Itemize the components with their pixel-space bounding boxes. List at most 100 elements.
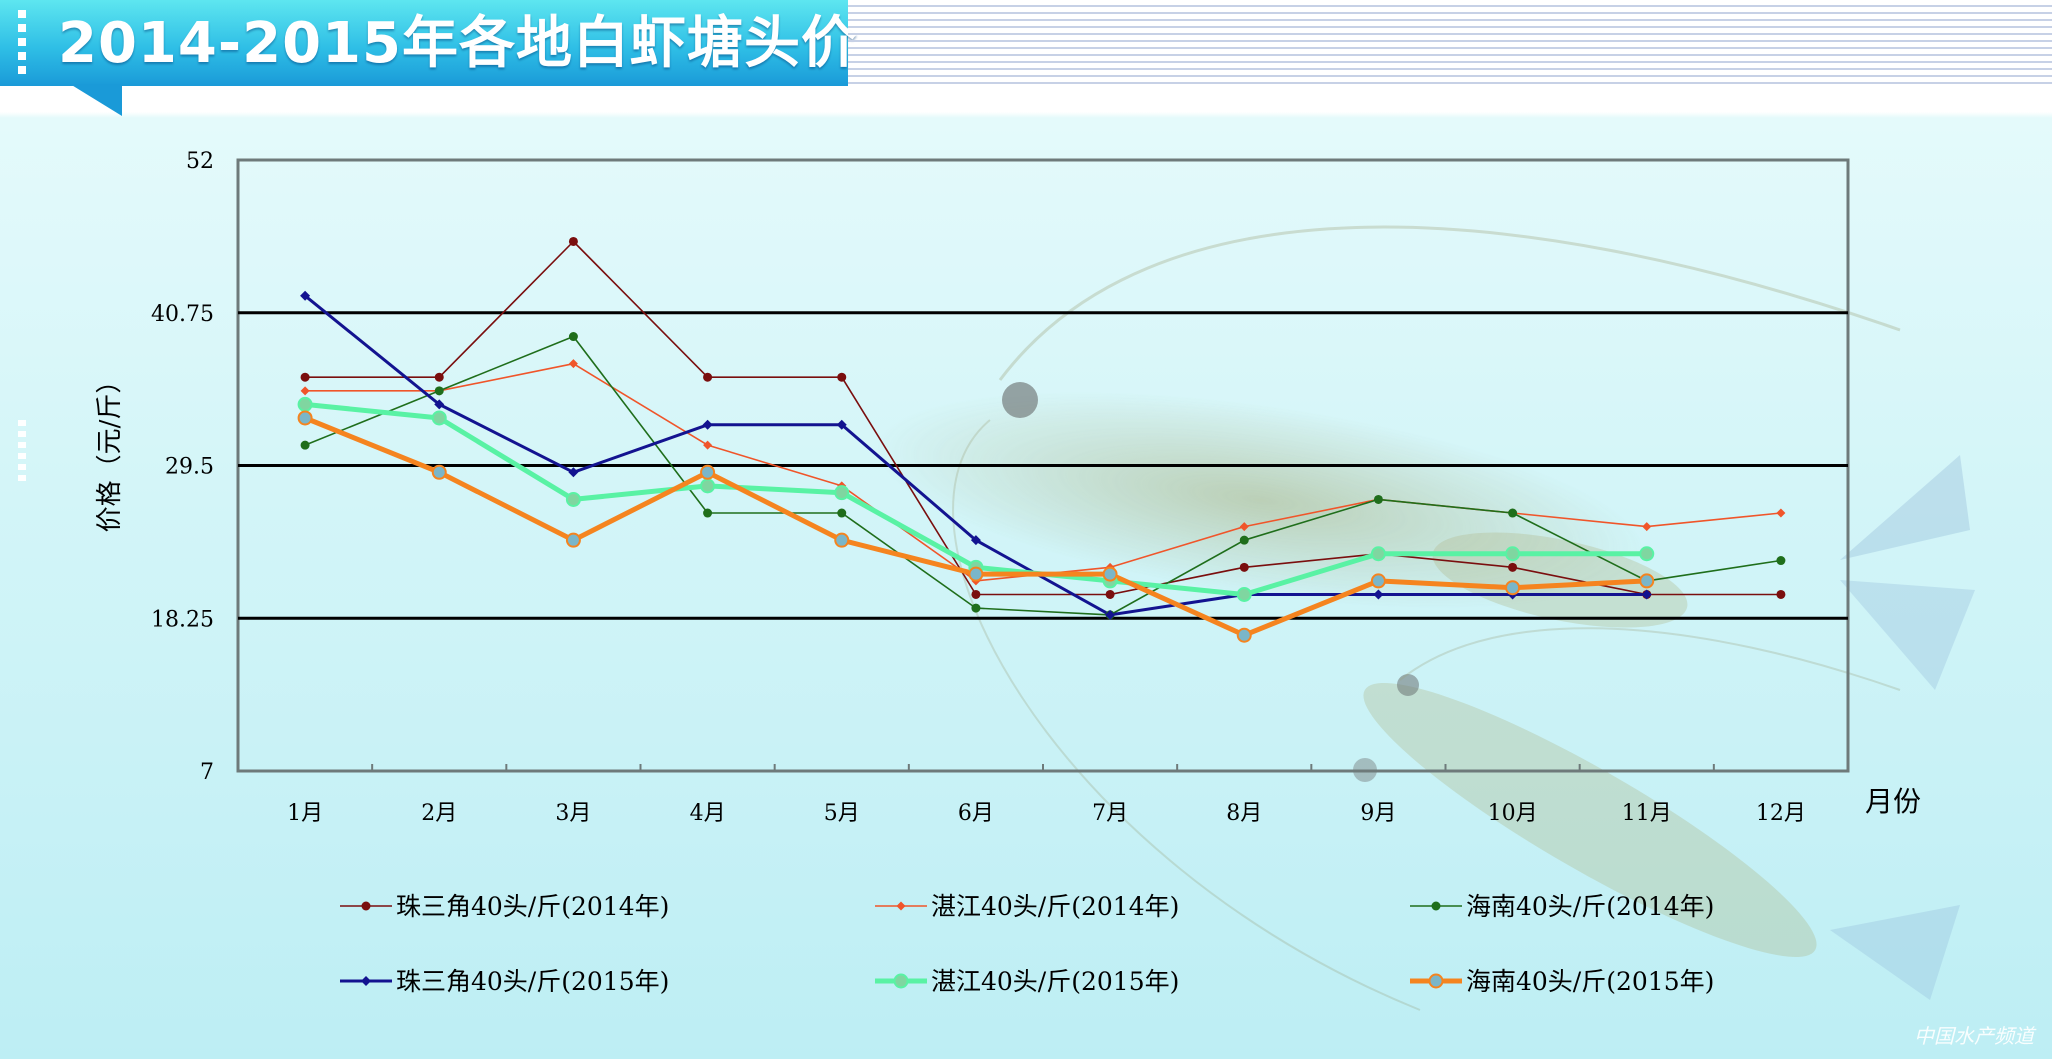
data-point-s5 bbox=[1639, 546, 1655, 562]
data-point-s3 bbox=[1239, 535, 1249, 545]
data-point-s5 bbox=[1370, 546, 1386, 562]
data-point-s1 bbox=[1105, 589, 1115, 599]
data-point-s5 bbox=[1505, 546, 1521, 562]
y-axis: 7 18.25 29.5 40.75 52 bbox=[151, 149, 214, 785]
grid-lines bbox=[238, 311, 1848, 620]
data-point-s4 bbox=[836, 419, 847, 430]
data-point-s1 bbox=[568, 236, 578, 246]
legend-item: 珠三角40头/斤(2014年) bbox=[340, 892, 669, 921]
y-axis-label: 价格（元/斤） bbox=[95, 368, 125, 533]
x-axis-label: 月份 bbox=[1865, 785, 1921, 818]
data-point-s3 bbox=[568, 332, 578, 342]
data-point-s2 bbox=[1239, 522, 1249, 532]
y-tick-label: 52 bbox=[186, 149, 214, 174]
series-markers bbox=[297, 236, 1786, 643]
series-line-1 bbox=[305, 240, 1781, 596]
data-point-s4 bbox=[434, 399, 445, 410]
x-tick-label: 4月 bbox=[690, 801, 726, 826]
data-point-s2 bbox=[300, 386, 310, 396]
data-point-s4 bbox=[1641, 589, 1652, 600]
data-point-s6 bbox=[565, 532, 581, 548]
data-point-s6 bbox=[1639, 573, 1655, 589]
data-point-s4 bbox=[568, 467, 579, 478]
x-tick-label: 12月 bbox=[1756, 801, 1806, 826]
title-banner-tail bbox=[70, 84, 122, 116]
legend-swatch-marker bbox=[1428, 973, 1444, 989]
x-tick-label: 6月 bbox=[958, 801, 994, 826]
legend-item: 湛江40头/斤(2015年) bbox=[875, 967, 1179, 996]
data-point-s6 bbox=[968, 566, 984, 582]
legend-label: 湛江40头/斤(2015年) bbox=[931, 967, 1179, 996]
x-tick-label: 11月 bbox=[1622, 801, 1672, 826]
y-tick-label: 18.25 bbox=[151, 607, 214, 632]
data-point-s2 bbox=[703, 440, 713, 450]
x-tick-label: 5月 bbox=[824, 801, 860, 826]
data-point-s1 bbox=[1776, 589, 1786, 599]
data-point-s4 bbox=[1373, 589, 1384, 600]
title-banner: 2014-2015年各地白虾塘头价 bbox=[0, 0, 857, 86]
data-point-s1 bbox=[1508, 562, 1518, 572]
data-point-s6 bbox=[297, 410, 313, 426]
data-point-s3 bbox=[1508, 508, 1518, 518]
legend-item: 湛江40头/斤(2014年) bbox=[875, 892, 1179, 921]
data-point-s6 bbox=[700, 464, 716, 480]
data-point-s3 bbox=[1373, 494, 1383, 504]
page-title: 2014-2015年各地白虾塘头价 bbox=[58, 11, 858, 76]
side-dots-decoration bbox=[18, 420, 26, 482]
series-line-3 bbox=[304, 335, 1782, 616]
data-point-s5 bbox=[700, 478, 716, 494]
legend-item: 珠三角40头/斤(2015年) bbox=[340, 967, 669, 996]
x-tick-label: 8月 bbox=[1226, 801, 1262, 826]
x-tick-label: 10月 bbox=[1488, 801, 1538, 826]
header-stripes bbox=[848, 0, 2052, 86]
data-point-s1 bbox=[300, 372, 310, 382]
legend-label: 湛江40头/斤(2014年) bbox=[931, 892, 1179, 921]
data-point-s2 bbox=[568, 359, 578, 369]
data-point-s5 bbox=[297, 396, 313, 412]
data-point-s2 bbox=[1642, 522, 1652, 532]
x-tick-label: 9月 bbox=[1360, 801, 1396, 826]
data-point-s1 bbox=[971, 589, 981, 599]
data-point-s5 bbox=[1236, 586, 1252, 602]
data-point-s5 bbox=[431, 410, 447, 426]
data-point-s1 bbox=[837, 372, 847, 382]
data-point-s5 bbox=[565, 491, 581, 507]
legend-swatch-marker bbox=[361, 976, 371, 986]
x-tick-label: 1月 bbox=[287, 801, 323, 826]
legend: 珠三角40头/斤(2014年) 湛江40头/斤(2014年) 海南40头/斤(201… bbox=[340, 892, 1714, 996]
data-point-s6 bbox=[1505, 580, 1521, 596]
data-point-s4 bbox=[702, 419, 713, 430]
legend-label: 海南40头/斤(2015年) bbox=[1466, 967, 1714, 996]
data-point-s4 bbox=[970, 535, 981, 546]
x-tick-label: 7月 bbox=[1092, 801, 1128, 826]
data-point-s3 bbox=[1776, 556, 1786, 566]
data-point-s6 bbox=[1370, 573, 1386, 589]
legend-swatch-marker bbox=[896, 901, 906, 911]
data-point-s2 bbox=[1776, 508, 1786, 518]
legend-swatch-marker bbox=[893, 973, 909, 989]
data-point-s6 bbox=[431, 464, 447, 480]
legend-label: 海南40头/斤(2014年) bbox=[1466, 892, 1714, 921]
data-point-s4 bbox=[300, 290, 311, 301]
legend-swatch-marker bbox=[1431, 901, 1441, 911]
legend-label: 珠三角40头/斤(2015年) bbox=[396, 967, 669, 996]
y-tick-label: 7 bbox=[200, 760, 214, 785]
data-point-s1 bbox=[1239, 562, 1249, 572]
y-tick-label: 40.75 bbox=[151, 302, 214, 327]
data-point-s3 bbox=[837, 508, 847, 518]
watermark: 中国水产频道 bbox=[1914, 1024, 2034, 1048]
data-point-s4 bbox=[1105, 609, 1116, 620]
data-point-s3 bbox=[434, 386, 444, 396]
data-point-s1 bbox=[434, 372, 444, 382]
legend-item: 海南40头/斤(2014年) bbox=[1410, 892, 1714, 921]
data-point-s6 bbox=[1102, 566, 1118, 582]
data-point-s3 bbox=[300, 440, 310, 450]
shrimp-image bbox=[873, 225, 1975, 1011]
data-point-s3 bbox=[703, 508, 713, 518]
data-point-s3 bbox=[971, 603, 981, 613]
y-tick-label: 29.5 bbox=[165, 455, 214, 480]
data-point-s1 bbox=[703, 372, 713, 382]
data-point-s6 bbox=[834, 532, 850, 548]
title-dots-decoration bbox=[18, 10, 26, 76]
